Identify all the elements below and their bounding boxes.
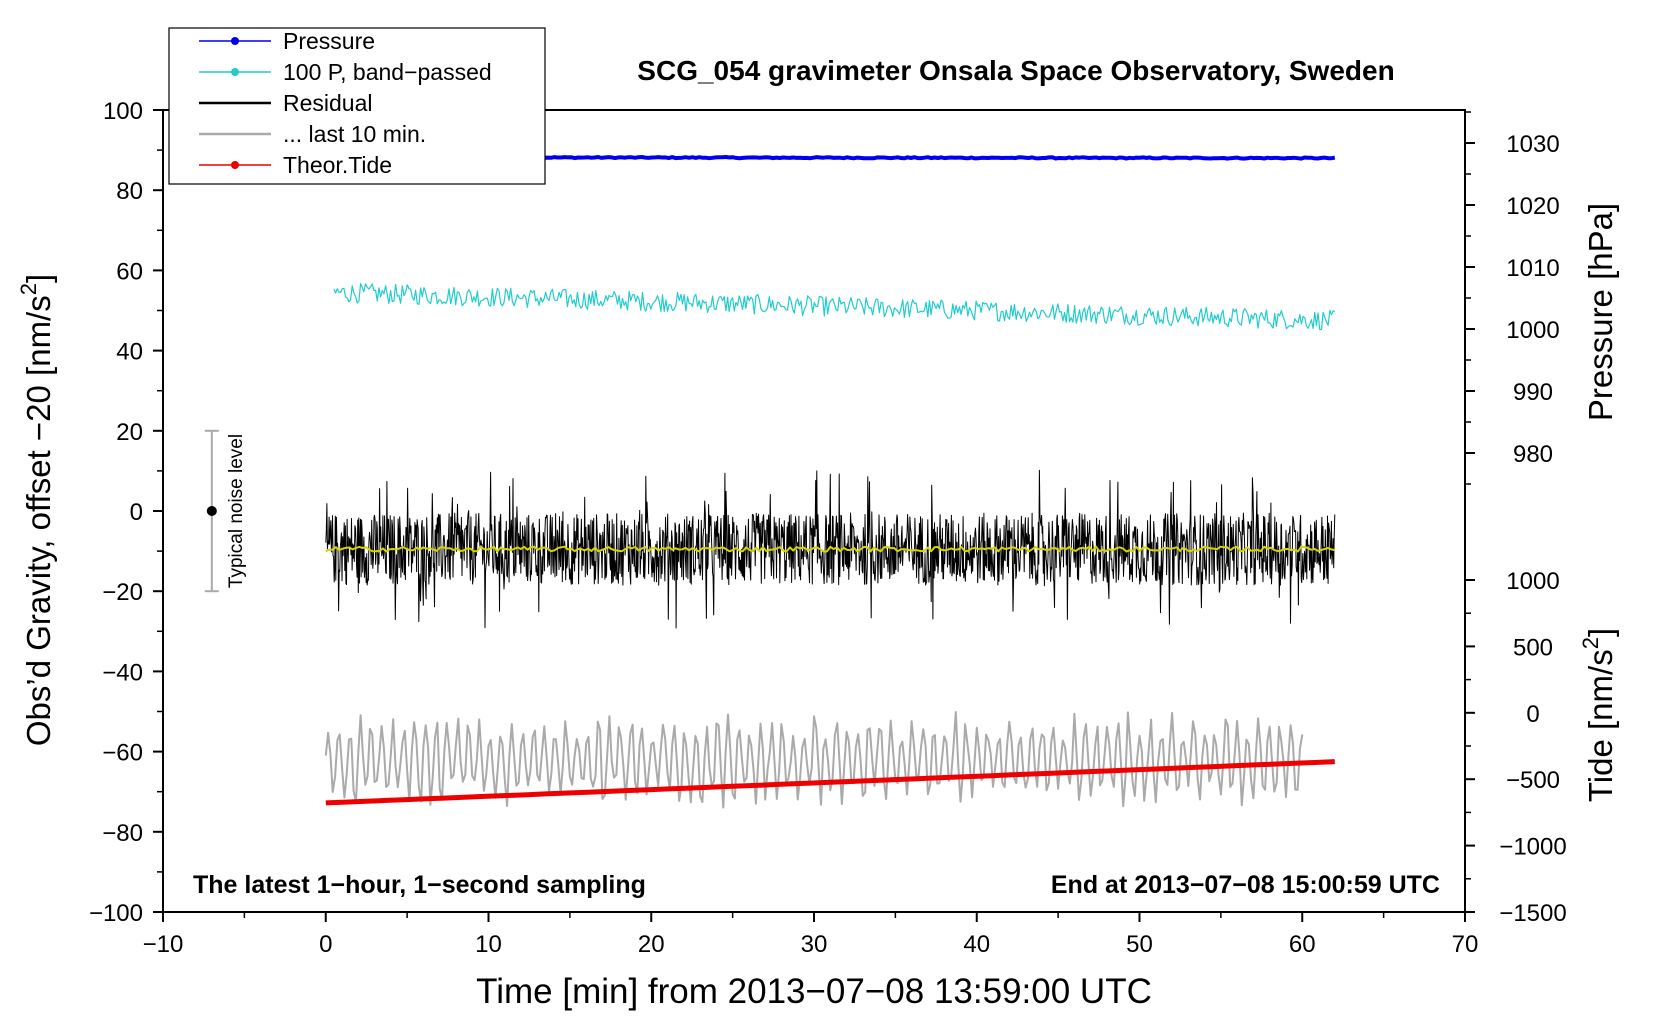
legend: Pressure 100 P, band−passed Residual ... la…: [168, 27, 546, 185]
x-tick-label: 60: [1289, 931, 1316, 958]
tide-tick-label: 500: [1513, 634, 1553, 661]
tide-tick-label: −500: [1506, 767, 1560, 794]
y-tick-label: 20: [116, 419, 143, 446]
annotation-end-time: End at 2013−07−08 15:00:59 UTC: [1051, 871, 1440, 899]
y-axis-label: Obs’d Gravity, offset −20 [nm/s2]: [16, 274, 57, 746]
legend-label: Theor.Tide: [283, 152, 392, 178]
legend-label: 100 P, band−passed: [283, 59, 492, 85]
x-tick-label: 20: [638, 931, 665, 958]
x-tick-label: 40: [963, 931, 990, 958]
annotation-sampling: The latest 1−hour, 1−second sampling: [193, 871, 646, 899]
y-tick-label: −100: [89, 900, 143, 927]
noise-level-label: Typical noise level: [226, 434, 247, 588]
y-tick-label: 80: [116, 178, 143, 205]
series--last-10-min-: [324, 711, 1304, 809]
y-tick-label: 100: [103, 98, 143, 125]
legend-label: Residual: [283, 90, 373, 116]
pressure-tick-label: 1000: [1506, 317, 1559, 344]
x-tick-label: 30: [801, 931, 828, 958]
tide-axis-label-close: ]: [1582, 628, 1619, 637]
tide-axis-label-text: Tide [nm/s: [1582, 649, 1619, 802]
y-tick-label: 60: [116, 258, 143, 285]
legend-box: [168, 27, 546, 185]
pressure-tick-label: 1010: [1506, 255, 1559, 282]
x-tick-label: 10: [475, 931, 502, 958]
plot-frame: [162, 109, 1466, 913]
series-theor-tide: [325, 759, 1335, 806]
tide-axis-label-sup: 2: [1578, 637, 1603, 649]
noise-bar-center: [206, 506, 217, 516]
series-residual-smoothed: [325, 545, 1336, 553]
pressure-tick-label: 990: [1513, 379, 1553, 406]
tide-tick-label: 0: [1526, 701, 1539, 728]
x-tick-label: 70: [1452, 931, 1479, 958]
tide-tick-label: −1500: [1499, 900, 1566, 927]
pressure-tick-label: 980: [1513, 441, 1553, 468]
noise-level-indicator: Typical noise level: [204, 429, 247, 593]
y-axis-label-sup: 2: [16, 283, 41, 295]
pressure-axis-label: Pressure [hPa]: [1582, 203, 1619, 421]
chart-title: SCG_054 gravimeter Onsala Space Observat…: [637, 55, 1394, 86]
x-axis-label: Time [min] from 2013−07−08 13:59:00 UTC: [476, 972, 1152, 1011]
legend-marker: [231, 37, 239, 45]
y-tick-label: 0: [130, 499, 143, 526]
legend-marker: [231, 161, 239, 169]
y-axis-label-close: ]: [20, 274, 57, 283]
series-residual: [325, 469, 1336, 629]
legend-label: Pressure: [283, 28, 375, 54]
pressure-axis-ticks: 980 990 1000 1010 1020 1030: [1465, 111, 1560, 485]
y-tick-label: 40: [116, 339, 143, 366]
y-axis-ticks: −100 −80 −60 −40 −20 0 20 40 60 80 100: [89, 98, 163, 927]
tide-tick-label: −1000: [1499, 834, 1566, 861]
tide-axis-ticks: −1500 −1000 −500 0 500 1000: [1465, 568, 1567, 927]
pressure-tick-label: 1020: [1506, 193, 1559, 220]
data-series: [324, 154, 1336, 809]
x-tick-label: 50: [1126, 931, 1153, 958]
legend-label: ... last 10 min.: [283, 121, 426, 147]
y-axis-label-text: Obs’d Gravity, offset −20 [nm/s: [20, 295, 57, 746]
x-axis-ticks: −10 0 10 20 30 40 50 60 70: [143, 912, 1479, 958]
pressure-tick-label: 1030: [1506, 131, 1559, 158]
tide-axis-label: Tide [nm/s2]: [1578, 628, 1619, 802]
legend-marker: [231, 68, 239, 76]
y-tick-label: −40: [102, 659, 143, 686]
series-100-p-band-passed: [333, 283, 1335, 331]
x-tick-label: 0: [319, 931, 332, 958]
y-tick-label: −80: [102, 820, 143, 847]
y-tick-label: −60: [102, 740, 143, 767]
x-tick-label: −10: [143, 931, 184, 958]
y-tick-label: −20: [102, 579, 143, 606]
tide-tick-label: 1000: [1506, 568, 1559, 595]
